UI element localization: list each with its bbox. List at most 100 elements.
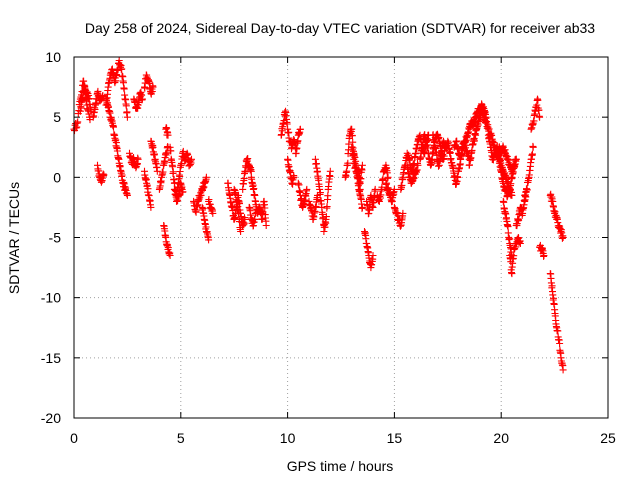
data-point [529,143,537,151]
data-point [192,208,200,216]
data-point [344,159,352,167]
data-point [540,252,548,259]
data-point [468,146,476,154]
x-tick-label: 25 [600,430,616,446]
data-point [536,113,544,121]
data-point [110,123,117,131]
data-point [179,188,187,196]
x-axis-title: GPS time / hours [287,458,394,474]
data-point [247,167,255,175]
data-point [371,185,379,193]
data-point [529,150,536,158]
data-point [348,146,356,154]
data-point [169,168,177,176]
data-point [393,209,401,217]
x-tick-label: 10 [280,430,296,446]
x-tick-label: 0 [70,430,78,446]
data-point [118,65,126,73]
data-point [250,185,258,193]
data-point [149,83,157,91]
data-point [99,92,107,99]
chart-title: Day 258 of 2024, Sidereal Day-to-day VTE… [85,20,595,36]
data-point [236,218,243,226]
data-point [370,198,378,206]
data-point [163,124,171,132]
data-point [316,189,324,197]
data-point [358,161,366,169]
data-point [322,213,330,221]
data-point [209,209,217,217]
x-tick-label: 20 [493,430,509,446]
data-point [357,175,365,183]
data-point [508,270,516,278]
data-point [399,209,407,217]
data-point [123,113,131,121]
y-axis-title: SDTVAR / TECUs [6,182,22,294]
y-tick-label: -10 [41,290,61,306]
data-point [348,125,356,133]
data-point [348,132,356,140]
y-tick-label: -5 [49,230,62,246]
data-point [241,168,249,176]
data-point [461,137,469,145]
x-axis-ticks: 0 5 10 15 20 25 [70,57,616,446]
data-point [290,173,298,181]
data-point [326,167,334,175]
data-point [205,236,213,244]
data-point [446,149,454,156]
data-point [153,167,161,175]
data-point [323,203,331,210]
data-point [262,222,270,229]
data-point [406,154,414,162]
data-point [166,252,174,259]
data-point [454,174,462,181]
data-point [324,192,332,200]
data-point [144,185,152,193]
x-tick-label: 5 [177,430,185,446]
y-tick-label: -15 [41,350,61,366]
data-point [383,179,391,187]
data-point [123,191,131,199]
data-point [77,104,85,112]
data-point [74,118,82,126]
y-tick-label: 5 [53,109,61,125]
data-point [83,95,90,103]
data-point [169,163,177,171]
data-point [252,209,260,217]
data-point [84,107,92,115]
data-point [516,240,524,247]
data-point [559,234,567,241]
data-point [466,161,473,169]
data-point [510,252,518,260]
data-point [97,96,105,104]
data-point [261,204,269,212]
y-tick-label: -20 [41,410,61,426]
y-axis-ticks: -20 -15 -10 -5 0 5 10 [41,49,608,426]
data-point [554,327,562,335]
data-point [438,148,446,156]
data-point [523,186,531,194]
data-point [164,131,172,139]
data-point [413,166,421,174]
data-point [122,102,130,110]
data-point [414,161,422,169]
data-point [384,173,392,181]
data-point [390,185,398,193]
data-point [358,203,366,211]
data-point [559,366,567,374]
data-point [188,155,195,163]
y-tick-label: 10 [45,49,61,65]
data-point [120,85,128,93]
data-point [535,106,543,114]
data-point [296,125,304,133]
data-point [138,95,146,103]
grid-lines [74,57,608,418]
data-point [512,155,520,163]
data-point [143,181,151,189]
data-point [369,252,377,259]
data-point [556,340,564,347]
data-point [442,143,450,151]
data-points [70,57,567,374]
data-point [398,181,406,189]
